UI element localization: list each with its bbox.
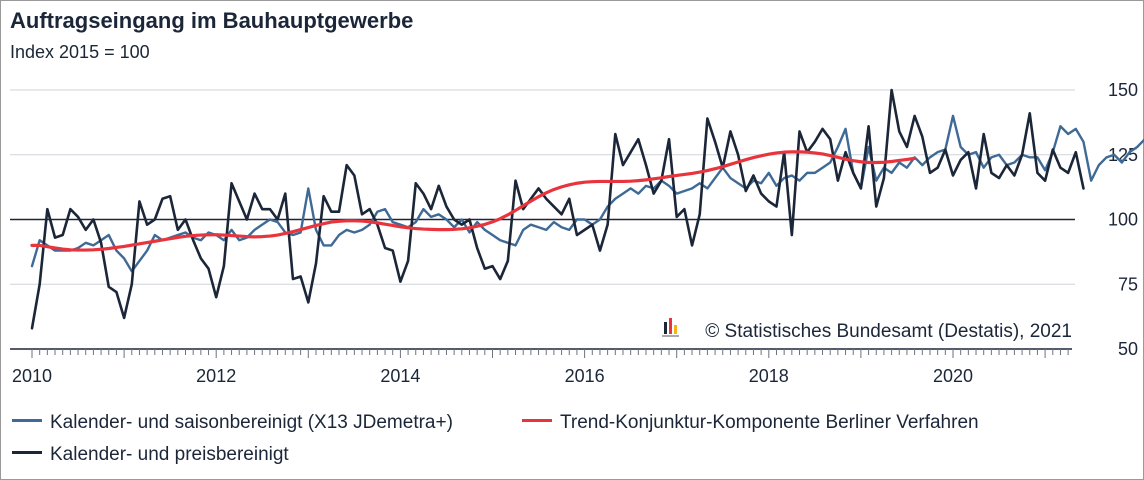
source-note: © Statistisches Bundesamt (Destatis), 20… (705, 321, 1072, 342)
line-chart: 50 75 100 125 150 2010 2012 2014 2016 2018 2020 © … (10, 80, 1144, 386)
x-tick-label-2010: 2010 (12, 366, 52, 386)
x-tick-label-2014: 2014 (380, 366, 420, 386)
destatis-logo-icon (662, 318, 679, 337)
legend-label-preisbereinigt: Kalender- und preisbereinigt (50, 444, 289, 465)
y-tick-label-100: 100 (1108, 210, 1138, 230)
legend-item-saisonbereinigt: Kalender- und saisonbereinigt (X13 JDeme… (12, 412, 453, 434)
y-tick-label-150: 150 (1108, 80, 1138, 100)
legend-swatch-preisbereinigt (12, 451, 42, 455)
chart-title: Auftragseingang im Bauhauptgewerbe (10, 8, 414, 33)
chart-subtitle: Index 2015 = 100 (10, 42, 150, 62)
legend-label-saisonbereinigt: Kalender- und saisonbereinigt (X13 JDeme… (50, 412, 453, 433)
y-tick-label-125: 125 (1108, 145, 1138, 165)
x-tick-label-2018: 2018 (749, 366, 789, 386)
y-tick-label-50: 50 (1118, 339, 1138, 359)
legend-item-preisbereinigt: Kalender- und preisbereinigt (12, 444, 289, 466)
legend-label-trend: Trend-Konjunktur-Komponente Berliner Ver… (560, 412, 979, 433)
x-tick-label-2016: 2016 (565, 366, 605, 386)
legend-swatch-trend (522, 419, 552, 423)
legend-item-trend: Trend-Konjunktur-Komponente Berliner Ver… (522, 412, 979, 434)
series-line-2 (30, 88, 1085, 330)
y-tick-label-75: 75 (1118, 274, 1138, 294)
legend-swatch-saisonbereinigt (12, 419, 42, 423)
series-line-1 (30, 150, 917, 252)
series-line-0 (30, 114, 1144, 273)
x-tick-label-2020: 2020 (933, 366, 973, 386)
x-tick-label-2012: 2012 (196, 366, 236, 386)
